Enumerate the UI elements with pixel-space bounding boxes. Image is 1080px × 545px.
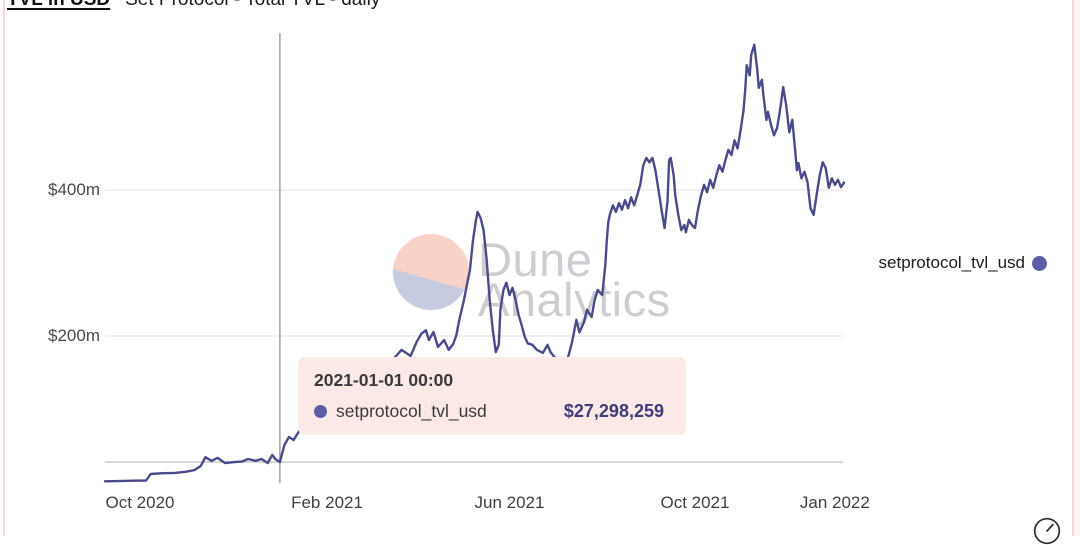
tooltip-series-label: setprotocol_tvl_usd xyxy=(336,401,487,421)
x-tick-label-Feb-2021: Feb 2021 xyxy=(291,493,363,512)
card-right-border xyxy=(1072,0,1074,536)
tooltip-series-row: setprotocol_tvl_usd $27,298,259 xyxy=(314,401,666,422)
y-axis-series-title: TVL in USD xyxy=(7,0,110,10)
x-tick-label-Oct-2020: Oct 2020 xyxy=(105,493,175,512)
legend-series-dot-icon xyxy=(1032,255,1047,271)
tooltip-series-dot-icon xyxy=(314,405,327,418)
legend-item-setprotocol[interactable]: setprotocol_tvl_usd xyxy=(879,253,1047,273)
card-left-border xyxy=(3,0,5,536)
dune-logo-icon xyxy=(393,234,469,310)
legend-label: setprotocol_tvl_usd xyxy=(878,253,1025,272)
watermark-line2: Analytics xyxy=(478,273,671,326)
page-title: Set Protocol - Total TVL - daily xyxy=(125,0,380,10)
watermark-text: Dune Analytics xyxy=(478,233,671,326)
chart-header: TVL in USD Set Protocol - Total TVL - dai… xyxy=(7,0,380,11)
x-tick-label-Oct-2021: Oct 2021 xyxy=(660,493,730,512)
x-tick-label-Jan-2022: Jan 2022 xyxy=(799,493,870,512)
tooltip-series-value: $27,298,259 xyxy=(563,401,664,421)
tooltip-datetime: 2021-01-01 00:00 xyxy=(314,370,454,390)
watermark-line1: Dune xyxy=(478,233,593,286)
y-tick-label-$400m: $400m xyxy=(48,180,100,199)
page-background-strip xyxy=(1074,0,1080,536)
chart-tooltip: 2021-01-01 00:00 setprotocol_tvl_usd $27… xyxy=(298,357,686,435)
last-refreshed-clock-icon[interactable] xyxy=(1031,513,1063,545)
x-tick-label-Jun-2021: Jun 2021 xyxy=(474,493,545,512)
y-tick-label-$200m: $200m xyxy=(48,326,100,345)
